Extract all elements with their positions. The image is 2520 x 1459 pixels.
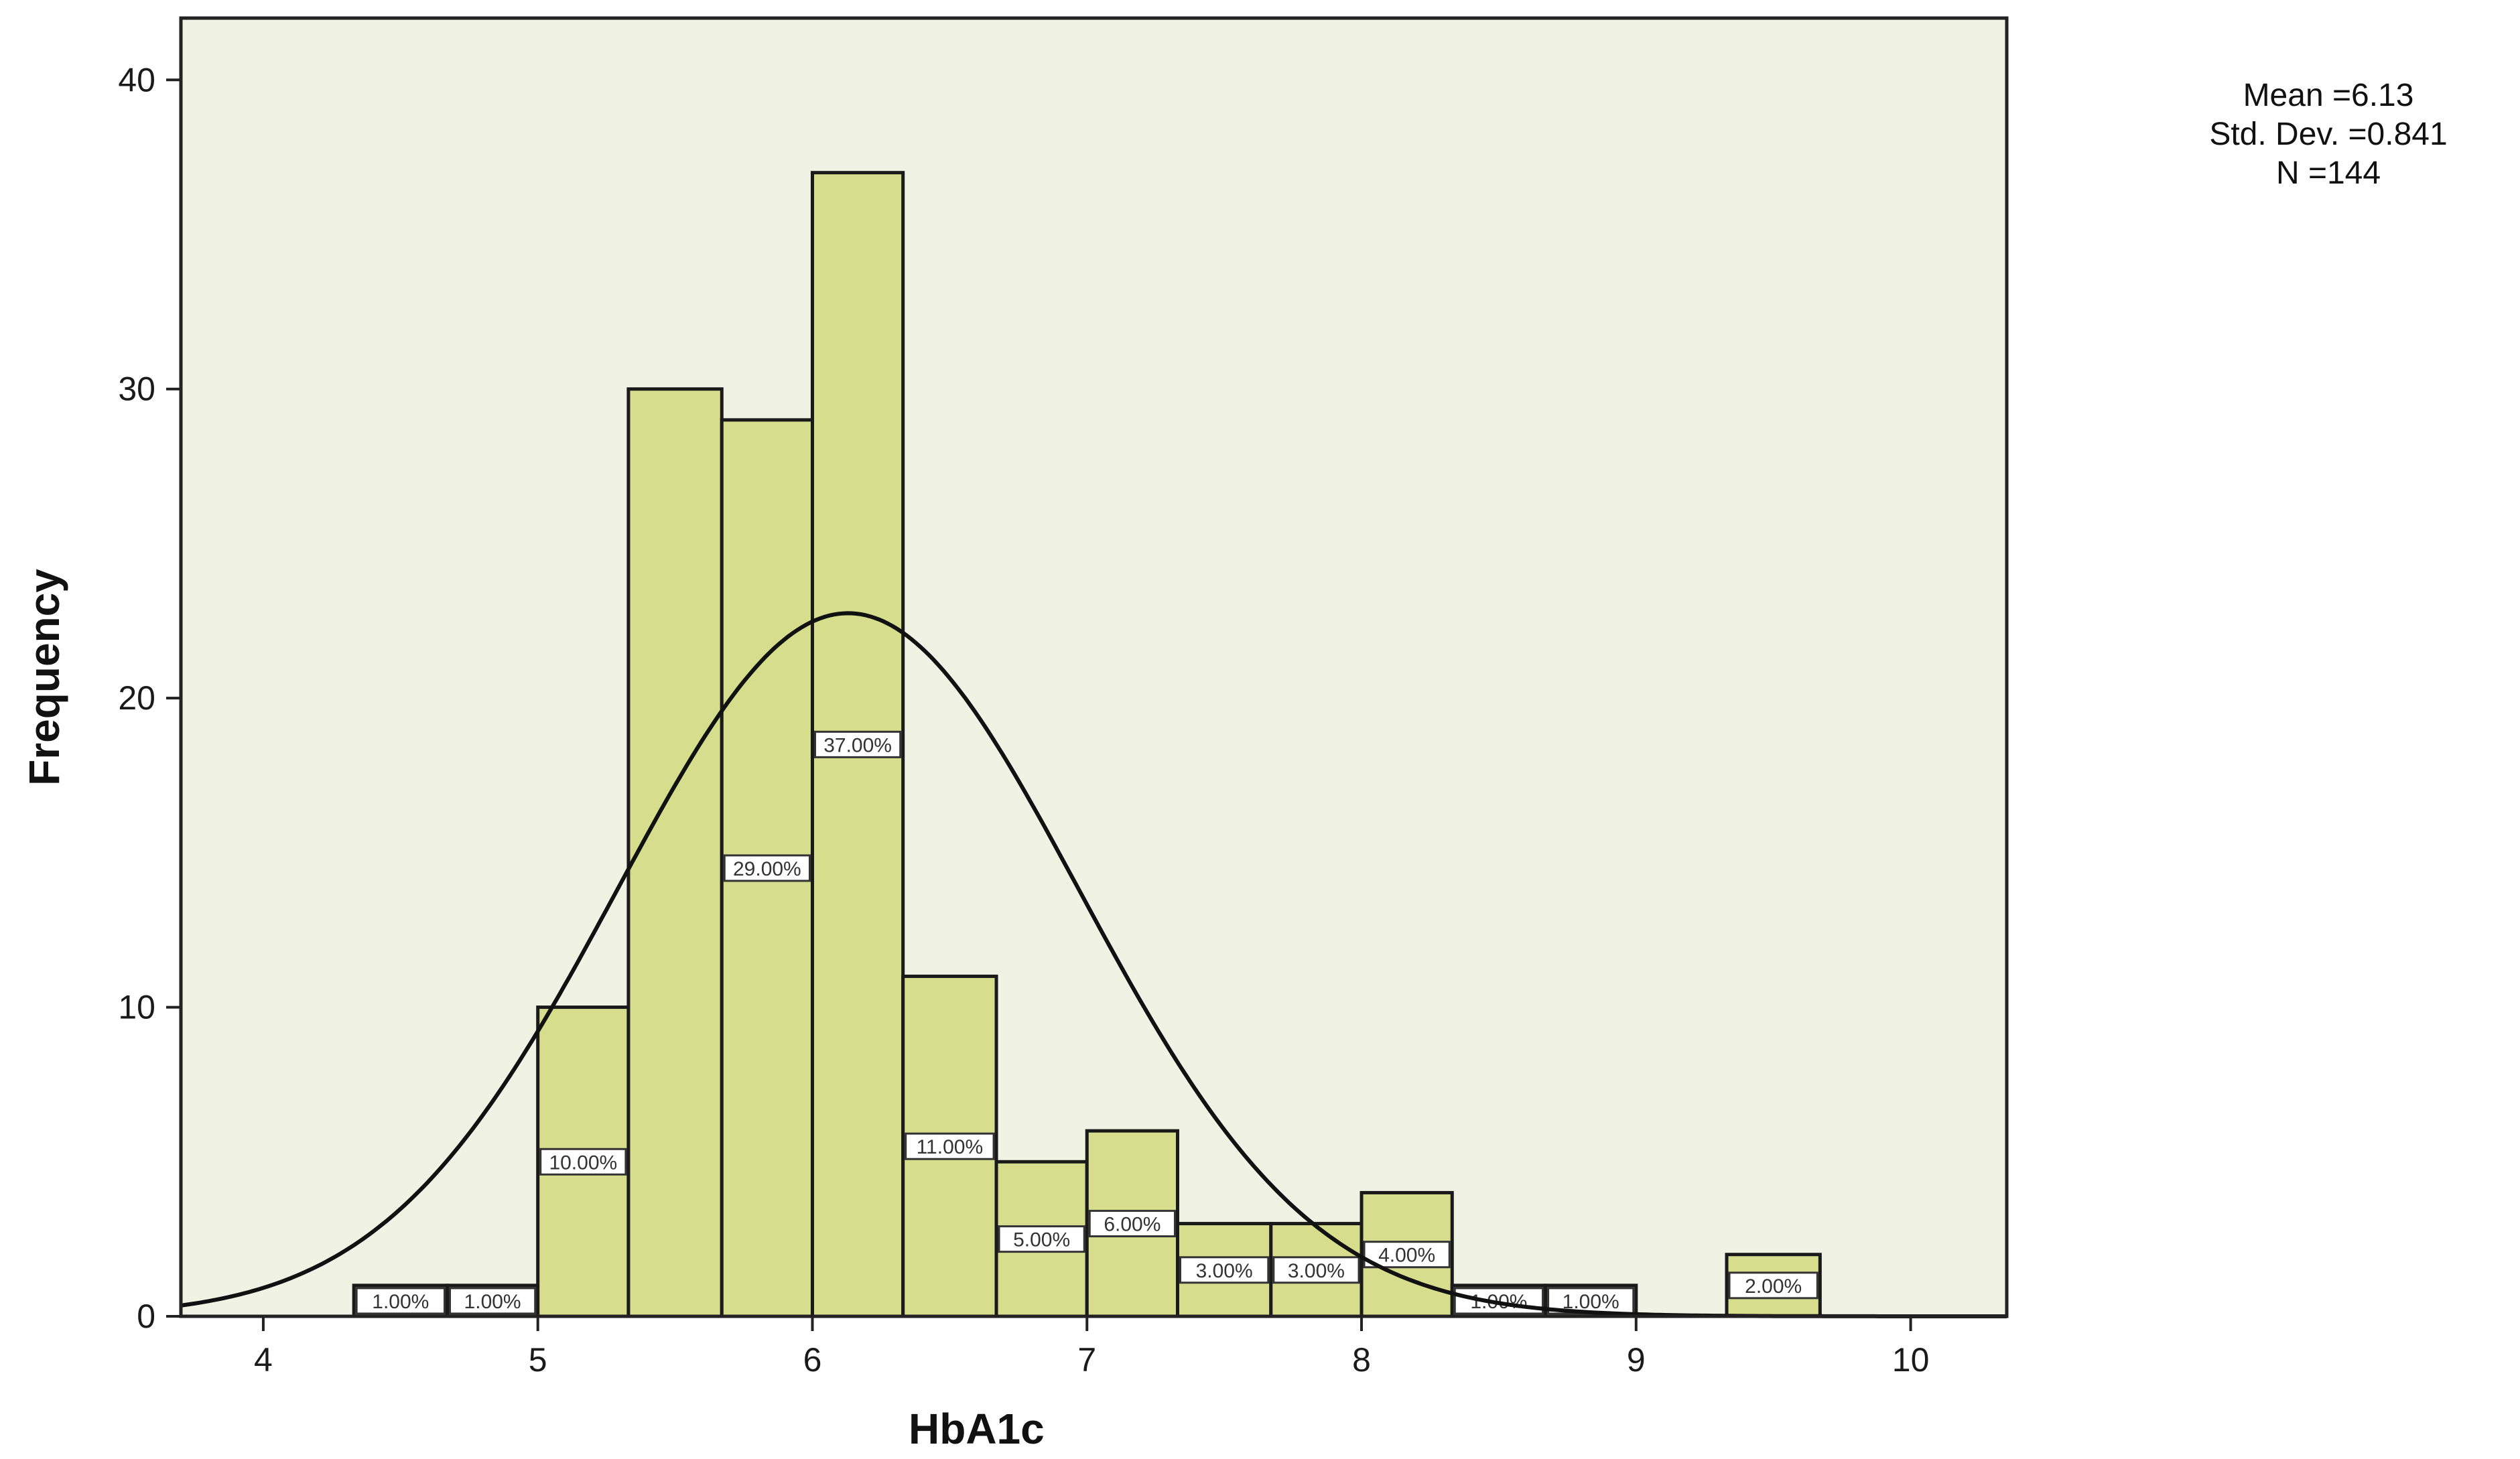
y-tick-label: 20 <box>118 679 155 717</box>
bar-labels-layer: 1.00% 1.00%10.00%29.00%37.00%11.00%5.00%6… <box>355 730 1818 1315</box>
bar-label-box <box>539 1148 627 1176</box>
bar-data-label: 2.00% <box>1728 1271 1818 1300</box>
bar-data-label: 29.00% <box>723 854 811 882</box>
x-tick-label: 6 <box>803 1341 822 1379</box>
bar-label-text: 4.00% <box>1378 1245 1435 1267</box>
bar-data-label: 3.00% <box>1272 1256 1360 1284</box>
y-axis: 0 10 20 30 40 <box>118 61 181 1335</box>
bar-label-text: 1.00% <box>464 1291 521 1313</box>
x-tick-label: 5 <box>529 1341 547 1379</box>
y-axis-title: Frequency <box>20 569 68 786</box>
bar-data-label: 1.00% <box>448 1287 537 1315</box>
bar-label-box <box>813 730 902 758</box>
bar-label-text: 10.00% <box>549 1152 617 1174</box>
bar-label-box <box>355 1287 446 1315</box>
bar-label-text: 6.00% <box>1104 1214 1160 1236</box>
bar-label-text: 3.00% <box>1196 1260 1253 1282</box>
bar-label-text: 5.00% <box>1013 1229 1070 1251</box>
bar-data-label: 4.00% <box>1363 1241 1451 1269</box>
bar-label-box <box>723 854 811 882</box>
bar-data-label: 5.00% <box>998 1225 1085 1253</box>
bar-data-label: 1.00% <box>355 1287 446 1315</box>
bar-data-label: 10.00% <box>539 1148 627 1176</box>
bar-label-text: 11.00% <box>917 1136 984 1158</box>
x-axis-title: HbA1c <box>909 1405 1045 1453</box>
stats-legend: Mean =6.13 Std. Dev. =0.841 N =144 <box>2209 78 2447 191</box>
y-tick-label: 0 <box>137 1298 155 1335</box>
bar-data-label: 11.00% <box>905 1132 995 1160</box>
stat-n: N =144 <box>2276 155 2381 191</box>
bar-data-label: 3.00% <box>1179 1256 1270 1284</box>
plot-frame <box>179 16 2009 1318</box>
stat-mean: Mean =6.13 <box>2243 78 2414 113</box>
bar-data-label: 37.00% <box>813 730 902 758</box>
bar-data-label: 1.00% <box>1453 1287 1544 1315</box>
y-tick-label: 40 <box>118 61 155 98</box>
bar-label-box <box>448 1287 537 1315</box>
bar-label-text: 29.00% <box>733 858 801 880</box>
x-tick-label: 9 <box>1627 1341 1646 1379</box>
histogram-bar <box>626 387 724 1318</box>
x-tick-label: 10 <box>1892 1341 1930 1379</box>
bar-label-box <box>905 1132 995 1160</box>
bar-label-box <box>1453 1287 1544 1315</box>
bar-label-text: 37.00% <box>823 734 892 756</box>
bar-label-box <box>1179 1256 1270 1284</box>
stat-std-dev: Std. Dev. =0.841 <box>2209 117 2447 152</box>
bar-label-box <box>998 1225 1085 1253</box>
x-tick-label: 7 <box>1077 1341 1096 1379</box>
y-tick-label: 30 <box>118 370 155 408</box>
plot-area <box>181 18 2007 1316</box>
bar-label-box <box>1363 1241 1451 1269</box>
bar-label-box <box>1088 1210 1176 1238</box>
bar-label-box <box>1728 1271 1818 1300</box>
bar-label-box <box>1272 1256 1360 1284</box>
y-tick-label: 10 <box>118 989 155 1026</box>
x-axis: 4 5 6 7 8 9 10 <box>254 1316 1929 1379</box>
bar-label-text: 1.00% <box>372 1291 429 1313</box>
bar-label-text: 3.00% <box>1288 1260 1345 1282</box>
bar-data-label: 6.00% <box>1088 1210 1176 1238</box>
x-tick-label: 4 <box>254 1341 273 1379</box>
x-tick-label: 8 <box>1352 1341 1371 1379</box>
bar-data-label: 1.00% <box>1547 1287 1635 1315</box>
bar-label-text: 2.00% <box>1745 1275 1802 1298</box>
